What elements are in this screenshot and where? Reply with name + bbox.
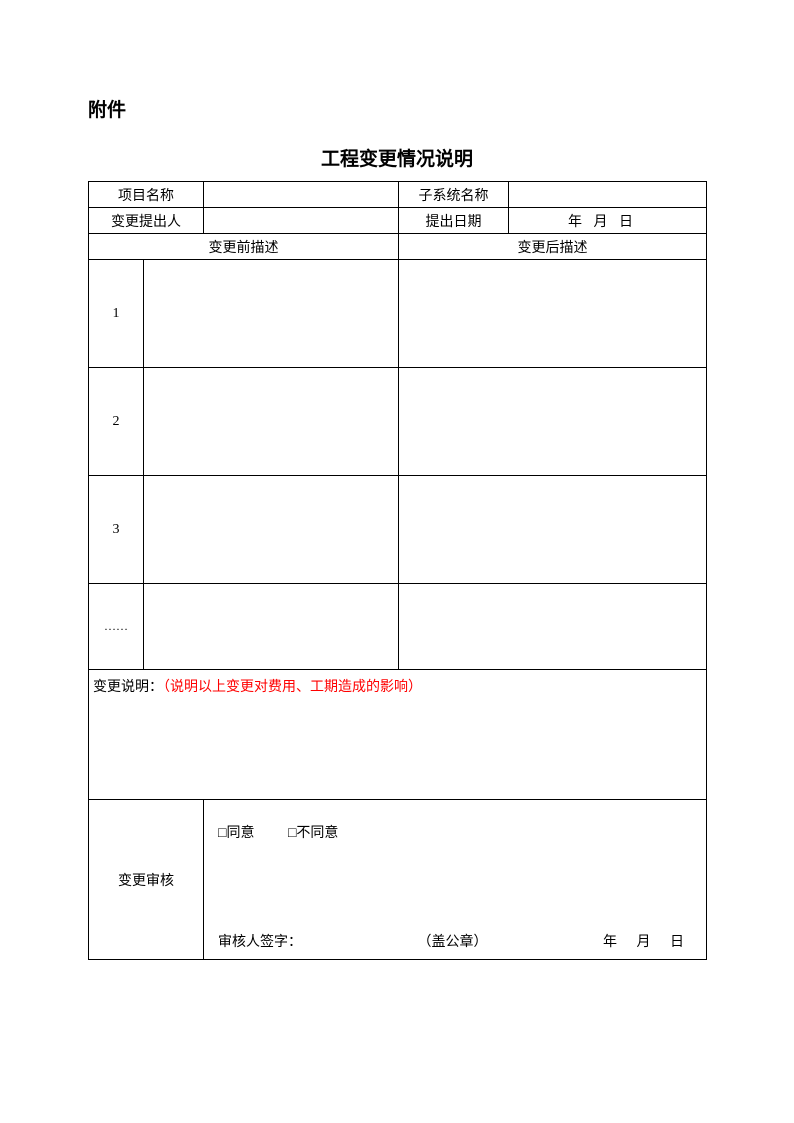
project-name-label: 项目名称 bbox=[89, 182, 204, 208]
approval-options: □同意 □不同意 bbox=[218, 822, 692, 842]
explain-cell: 变更说明：（说明以上变更对费用、工期造成的影响） bbox=[89, 670, 707, 800]
after-desc-header: 变更后描述 bbox=[399, 234, 707, 260]
desc-row-ellipsis: …… bbox=[89, 584, 707, 670]
row-number-2: 2 bbox=[89, 368, 144, 476]
desc-row-3: 3 bbox=[89, 476, 707, 584]
desc-row-2: 2 bbox=[89, 368, 707, 476]
subsystem-name-label: 子系统名称 bbox=[399, 182, 509, 208]
reviewer-sign-label: 审核人签字： bbox=[218, 931, 302, 951]
before-desc-3 bbox=[144, 476, 399, 584]
form-title: 工程变更情况说明 bbox=[88, 144, 706, 171]
disagree-checkbox[interactable]: □不同意 bbox=[288, 822, 338, 842]
desc-row-1: 1 bbox=[89, 260, 707, 368]
before-desc-header: 变更前描述 bbox=[89, 234, 399, 260]
explain-label: 变更说明： bbox=[93, 680, 163, 695]
project-name-value bbox=[204, 182, 399, 208]
row-ellipsis: …… bbox=[89, 584, 144, 670]
before-desc-1 bbox=[144, 260, 399, 368]
proposer-label: 变更提出人 bbox=[89, 208, 204, 234]
approval-label: 变更审核 bbox=[89, 800, 204, 960]
subsystem-name-value bbox=[509, 182, 707, 208]
after-desc-3 bbox=[399, 476, 707, 584]
row-number-3: 3 bbox=[89, 476, 144, 584]
propose-date-value: 年 月 日 bbox=[509, 208, 707, 234]
explain-hint: （说明以上变更对费用、工期造成的影响） bbox=[163, 680, 422, 695]
proposer-row: 变更提出人 提出日期 年 月 日 bbox=[89, 208, 707, 234]
explain-row: 变更说明：（说明以上变更对费用、工期造成的影响） bbox=[89, 670, 707, 800]
after-desc-ellipsis bbox=[399, 584, 707, 670]
approval-row: 变更审核 □同意 □不同意 审核人签字： （盖公章） 年 月 日 bbox=[89, 800, 707, 960]
change-form-table: 项目名称 子系统名称 变更提出人 提出日期 年 月 日 变更前描述 变更后描述 … bbox=[88, 181, 707, 960]
proposer-value bbox=[204, 208, 399, 234]
approval-content: □同意 □不同意 审核人签字： （盖公章） 年 月 日 bbox=[204, 800, 707, 960]
desc-header-row: 变更前描述 变更后描述 bbox=[89, 234, 707, 260]
signature-date: 年 月 日 bbox=[603, 931, 692, 951]
seal-label: （盖公章） bbox=[418, 931, 488, 951]
attachment-label: 附件 bbox=[88, 95, 706, 122]
agree-checkbox[interactable]: □同意 bbox=[218, 822, 254, 842]
project-row: 项目名称 子系统名称 bbox=[89, 182, 707, 208]
propose-date-label: 提出日期 bbox=[399, 208, 509, 234]
after-desc-2 bbox=[399, 368, 707, 476]
before-desc-2 bbox=[144, 368, 399, 476]
after-desc-1 bbox=[399, 260, 707, 368]
signature-row: 审核人签字： （盖公章） 年 月 日 bbox=[218, 931, 692, 951]
row-number-1: 1 bbox=[89, 260, 144, 368]
before-desc-ellipsis bbox=[144, 584, 399, 670]
